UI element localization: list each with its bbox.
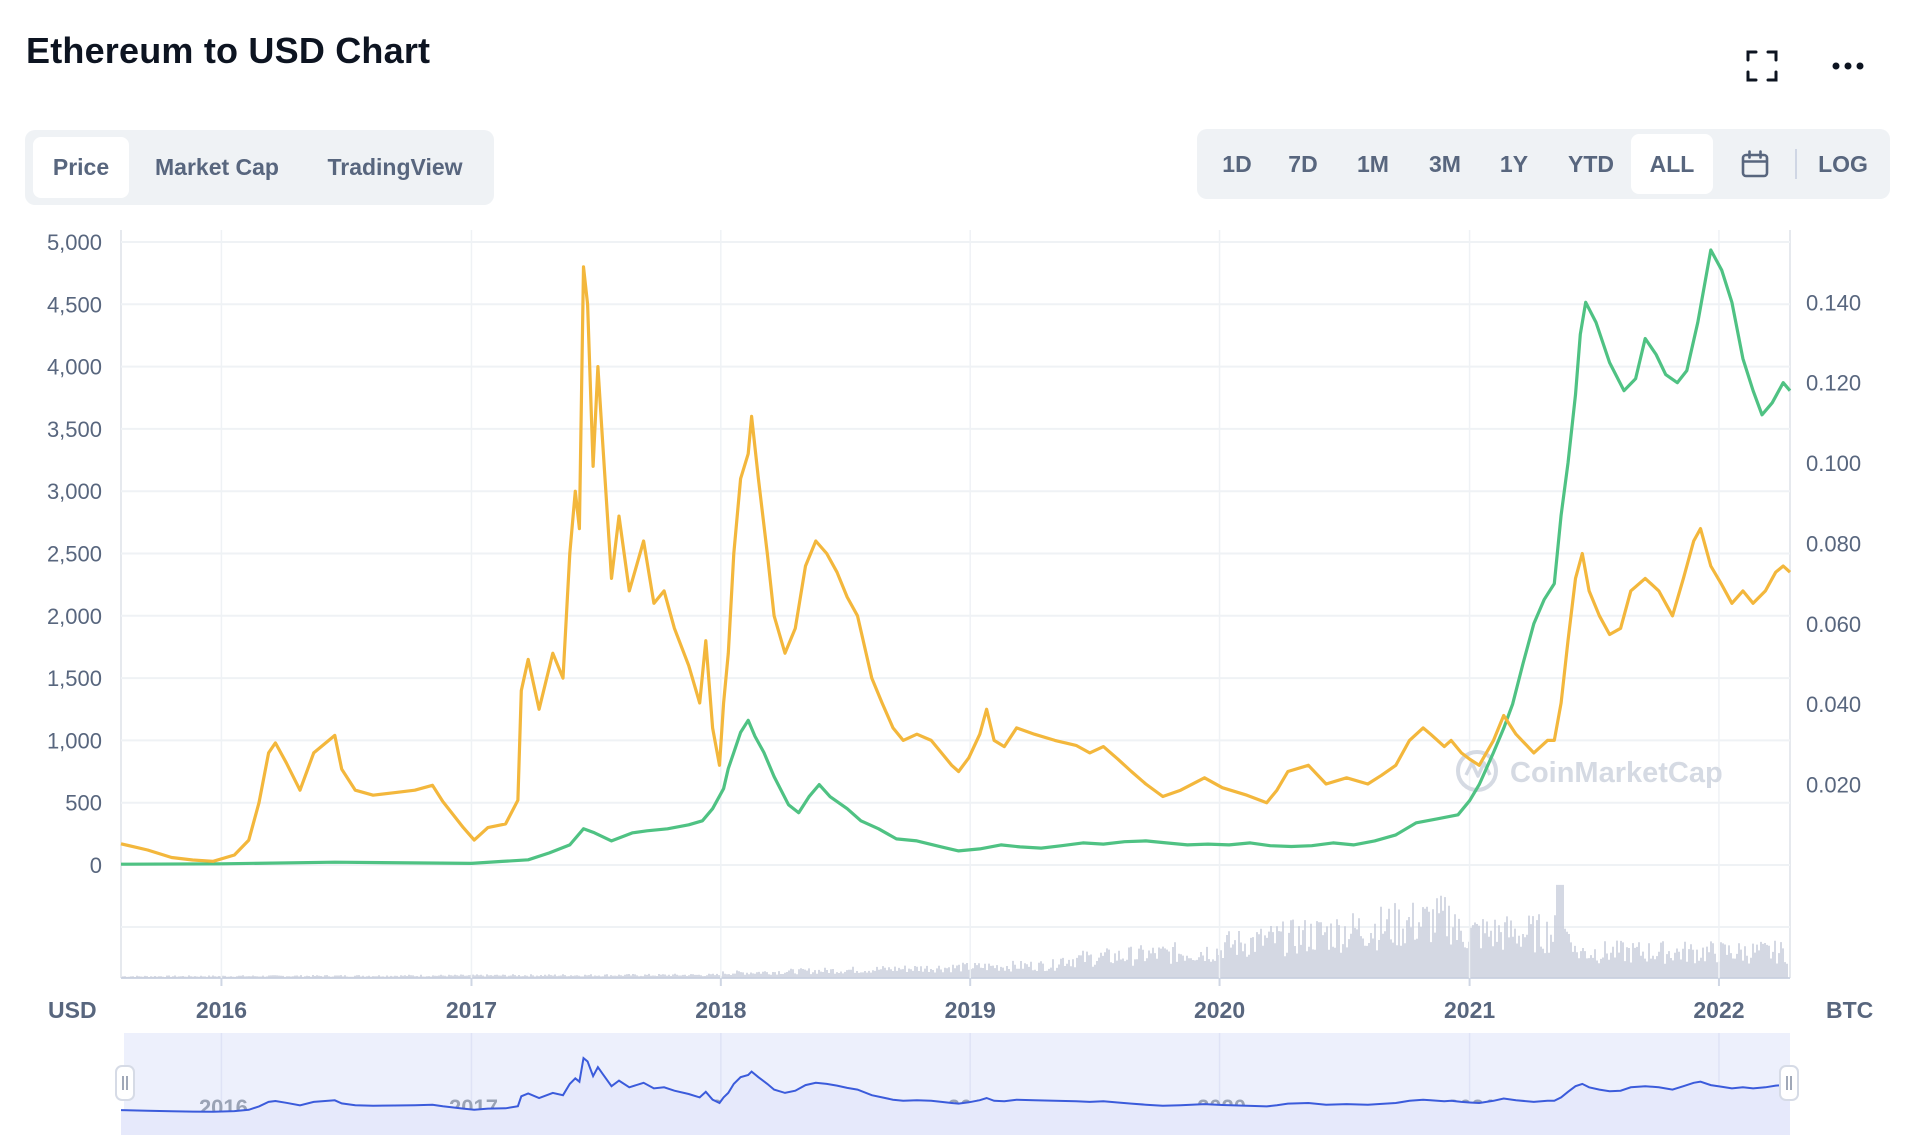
left-axis-unit-label: USD <box>48 997 97 1023</box>
navigator-area <box>121 1058 1790 1135</box>
x-gridlines <box>220 230 1720 978</box>
left-axis-tick-label: 500 <box>65 791 102 816</box>
log-scale-toggle[interactable]: LOG <box>1818 151 1868 177</box>
x-axis-tick-label: 2019 <box>945 997 996 1023</box>
tab-price[interactable]: Price <box>33 137 129 198</box>
x-axis-tick-label: 2022 <box>1693 997 1744 1023</box>
chart-type-tabs: Price Market Cap TradingView <box>25 130 494 205</box>
navigator-line <box>120 1056 1791 1113</box>
time-range-selector: 1D 7D 1M 3M 1Y YTD ALL LOG <box>1197 129 1890 199</box>
watermark-text: CoinMarketCap <box>1510 757 1723 789</box>
left-axis-tick-label: 5,000 <box>47 230 102 255</box>
left-axis-tick-label: 4,000 <box>47 355 102 380</box>
range-all-button[interactable]: ALL <box>1631 134 1713 194</box>
right-axis-tick-label: 0.020 <box>1806 773 1861 798</box>
x-axis-tick-label: 2018 <box>695 997 746 1023</box>
range-divider <box>1795 149 1797 179</box>
right-axis-tick-label: 0.060 <box>1806 612 1861 637</box>
fullscreen-button[interactable] <box>1740 44 1784 88</box>
navigator-left-handle[interactable] <box>115 1065 135 1101</box>
more-options-button[interactable] <box>1826 44 1870 88</box>
left-axis-tick-label: 3,000 <box>47 479 102 504</box>
right-axis-tick-label: 0.100 <box>1806 451 1861 476</box>
axes: 0 500 1,000 1,500 2,000 2,500 3,000 3,500 4,000 4… <box>47 230 1861 1023</box>
right-axis-tick-label: 0.040 <box>1806 692 1861 717</box>
grid <box>120 230 1791 979</box>
range-1y-button[interactable]: 1Y <box>1499 151 1529 177</box>
range-1d-button[interactable]: 1D <box>1222 151 1252 177</box>
left-axis-tick-label: 1,500 <box>47 666 102 691</box>
range-1m-button[interactable]: 1M <box>1357 151 1389 177</box>
volume-bars <box>122 884 1788 978</box>
range-7d-button[interactable]: 7D <box>1288 151 1318 177</box>
right-axis-tick-label: 0.140 <box>1806 290 1861 315</box>
range-ytd-button[interactable]: YTD <box>1568 151 1614 177</box>
calendar-icon <box>1741 150 1769 178</box>
navigator-right-handle[interactable] <box>1779 1065 1799 1101</box>
left-axis-tick-label: 2,500 <box>47 542 102 567</box>
right-axis-tick-label: 0.120 <box>1806 371 1861 396</box>
calendar-button[interactable] <box>1725 134 1785 194</box>
x-axis-tick-label: 2020 <box>1194 997 1245 1023</box>
x-axis-tick-label: 2017 <box>446 997 497 1023</box>
range-3m-button[interactable]: 3M <box>1429 151 1461 177</box>
price-series <box>120 248 1792 866</box>
left-axis-tick-label: 2,000 <box>47 604 102 629</box>
x-axis-tick-label: 2016 <box>196 997 247 1023</box>
btc-price-line <box>120 248 1792 866</box>
tab-market-cap[interactable]: Market Cap <box>155 154 279 180</box>
volume-histogram <box>122 884 1788 978</box>
x-axis-tick-label: 2021 <box>1444 997 1495 1023</box>
right-axis-tick-label: 0.080 <box>1806 531 1861 556</box>
more-options-icon <box>1832 62 1864 70</box>
left-axis-tick-label: 1,000 <box>47 728 102 753</box>
left-axis-tick-label: 4,500 <box>47 292 102 317</box>
page-title: Ethereum to USD Chart <box>26 30 431 71</box>
left-axis-tick-label: 3,500 <box>47 417 102 442</box>
fullscreen-icon <box>1746 50 1778 82</box>
usd-price-line <box>120 265 1792 863</box>
left-axis-tick-label: 0 <box>90 853 102 878</box>
right-axis-unit-label: BTC <box>1826 997 1873 1023</box>
tab-tradingview[interactable]: TradingView <box>327 154 463 180</box>
